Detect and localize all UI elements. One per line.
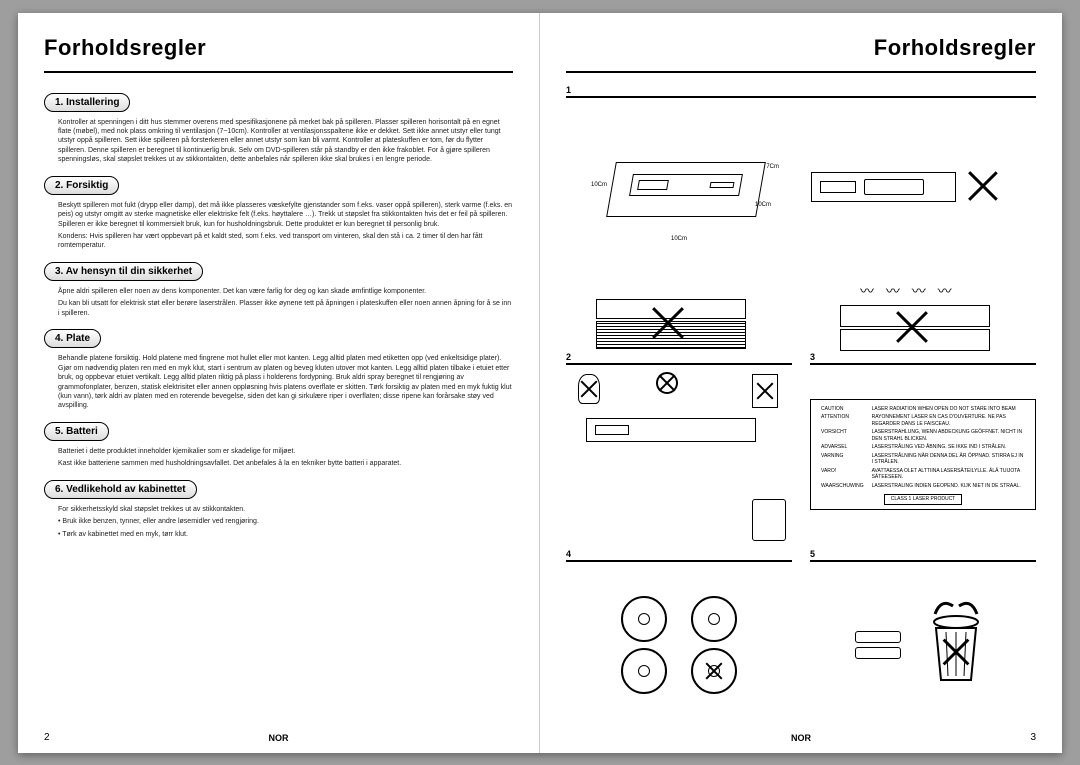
figure-number: 5 (810, 549, 1036, 562)
paragraph: Kondens: Hvis spilleren har vært oppbeva… (58, 232, 513, 251)
figure-number: 4 (566, 549, 792, 562)
page-number-left: 2 (44, 732, 50, 743)
cross-icon (703, 660, 725, 682)
dim-bottom: 10Cm (671, 236, 687, 242)
title-rule (566, 71, 1036, 73)
caution-row: CAUTIONLASER RADIATION WHEN OPEN DO NOT … (818, 406, 1028, 413)
disc-wipe-wrong-icon (691, 648, 737, 694)
figure-4: 4 (566, 549, 792, 726)
page-title-left: Forholdsregler (44, 35, 513, 61)
right-page: Forholdsregler 1 7Cm 10Cm 10Cm (540, 13, 1062, 753)
class1-label: CLASS 1 LASER PRODUCT (884, 494, 962, 505)
footer-right: NOR 3 (566, 726, 1036, 743)
dim-right: 10Cm (755, 202, 771, 208)
section-body: Behandle platene forsiktig. Hold platene… (44, 354, 513, 411)
page-number-right: 3 (1030, 732, 1036, 743)
dim-side: 10Cm (591, 182, 607, 188)
section-heading: 4. Plate (44, 329, 101, 348)
caution-row: ATTENTIONRAYONNEMENT LASER EN CAS D'OUVE… (818, 414, 1028, 427)
cross-icon (955, 158, 1011, 214)
cross-icon (578, 378, 600, 400)
caution-lang: VARO! (818, 468, 867, 481)
figure-number: 2 (566, 352, 792, 365)
paragraph: Kontroller at spenningen i ditt hus stem… (58, 118, 513, 165)
caution-row: VARNINGLASERSTRÅLNING NÄR DENNA DEL ÄR Ö… (818, 453, 1028, 466)
section-body: Batteriet i dette produktet inneholder k… (44, 447, 513, 469)
lang-label-right: NOR (791, 733, 811, 743)
figure-2: 2 (566, 352, 792, 542)
section-heading: 3. Av hensyn til din sikkerhet (44, 262, 203, 281)
section-heading: 1. Installering (44, 93, 130, 112)
dim-top: 7Cm (766, 164, 779, 170)
figure-no-amp (566, 281, 792, 344)
paragraph: Du kan bli utsatt for elektrisk støt ell… (58, 299, 513, 318)
bullet-item: Tørk av kabinettet med en myk, tørr klut… (58, 530, 513, 539)
bullet-item: Bruk ikke benzen, tynner, eller andre lø… (58, 517, 513, 526)
cross-icon (931, 620, 981, 684)
section-body: Åpne aldri spilleren eller noen av dens … (44, 287, 513, 318)
caution-text: LASERSTRAHLUNG, WENN ABDECKUNG GEÖFFNET.… (869, 429, 1028, 442)
caution-row: ADVARSELLASERSTRÅLING VED ÅBNING. SE IKK… (818, 444, 1028, 451)
cross-icon (882, 297, 942, 357)
cross-icon (656, 372, 678, 394)
figure-3: 3 CAUTIONLASER RADIATION WHEN OPEN DO NO… (810, 352, 1036, 542)
figure-5: 5 (810, 549, 1036, 726)
caution-lang: ADVARSEL (818, 444, 867, 451)
batteries-icon (855, 631, 901, 659)
section-body: Kontroller at spenningen i ditt hus stem… (44, 118, 513, 165)
caution-text: LASER RADIATION WHEN OPEN DO NOT STARE I… (869, 406, 1028, 413)
caution-lang: WAARSCHUWING (818, 483, 867, 490)
caution-lang: VORSICHT (818, 429, 867, 442)
page-title-right: Forholdsregler (566, 35, 1036, 61)
diagram-no-stack (811, 132, 1011, 242)
figure-no-heat: 〰 〰 〰 〰 (810, 281, 1036, 344)
title-rule (44, 71, 513, 73)
section-heading: 2. Forsiktig (44, 176, 119, 195)
footer-left: 2 NOR (44, 726, 513, 743)
section-heading: 5. Batteri (44, 422, 109, 441)
diagram-clearance: 7Cm 10Cm 10Cm 10Cm (591, 132, 781, 242)
paragraph: Batteriet i dette produktet inneholder k… (58, 447, 513, 456)
section-heading: 6. Vedlikehold av kabinettet (44, 480, 197, 499)
lang-label-left: NOR (269, 733, 289, 743)
section-body: Beskytt spilleren mot fukt (drypp eller … (44, 201, 513, 251)
caution-lang: CAUTION (818, 406, 867, 413)
caution-text: LASERSTRÅLING VED ÅBNING. SE IKKE IND I … (869, 444, 1028, 451)
section-body: For sikkerhetsskyld skal støpslet trekke… (44, 505, 513, 539)
caution-lang: VARNING (818, 453, 867, 466)
disc-wipe-icon (621, 648, 667, 694)
caution-text: LASERSTRALING INDIEN GEOPEND. KIJK NIET … (869, 483, 1028, 490)
page-spread: Forholdsregler 1. Installering Kontroller… (18, 13, 1062, 753)
disc-handling-icon (691, 596, 737, 642)
cross-icon (754, 380, 776, 402)
figure-grid: 1 7Cm 10Cm 10Cm 10Cm (566, 85, 1036, 726)
caution-text: LASERSTRÅLNING NÄR DENNA DEL ÄR ÖPPNAD. … (869, 453, 1028, 466)
cross-icon (638, 293, 698, 353)
trash-bin-icon (921, 600, 991, 690)
caution-row: VORSICHTLASERSTRAHLUNG, WENN ABDECKUNG G… (818, 429, 1028, 442)
paragraph: Kast ikke batteriene sammen med husholdn… (58, 459, 513, 468)
figure-number: 1 (566, 85, 1036, 98)
paragraph: Beskytt spilleren mot fukt (drypp eller … (58, 201, 513, 229)
laser-caution-label: CAUTIONLASER RADIATION WHEN OPEN DO NOT … (810, 399, 1036, 510)
left-page: Forholdsregler 1. Installering Kontroller… (18, 13, 540, 753)
paragraph: Åpne aldri spilleren eller noen av dens … (58, 287, 513, 296)
paragraph: Behandle platene forsiktig. Hold platene… (58, 354, 513, 411)
caution-text: AVATTAESSA OLET ALTTIINA LASERSÄTEILYLLE… (869, 468, 1028, 481)
disc-handling-icon (621, 596, 667, 642)
paragraph: For sikkerhetsskyld skal støpslet trekke… (58, 505, 513, 514)
sections-container: 1. Installering Kontroller at spenningen … (44, 85, 513, 543)
caution-text: RAYONNEMENT LASER EN CAS D'OUVERTURE. NE… (869, 414, 1028, 427)
caution-row: WAARSCHUWINGLASERSTRALING INDIEN GEOPEND… (818, 483, 1028, 490)
figure-1: 1 7Cm 10Cm 10Cm 10Cm (566, 85, 1036, 274)
caution-lang: ATTENTION (818, 414, 867, 427)
caution-row: VARO!AVATTAESSA OLET ALTTIINA LASERSÄTEI… (818, 468, 1028, 481)
